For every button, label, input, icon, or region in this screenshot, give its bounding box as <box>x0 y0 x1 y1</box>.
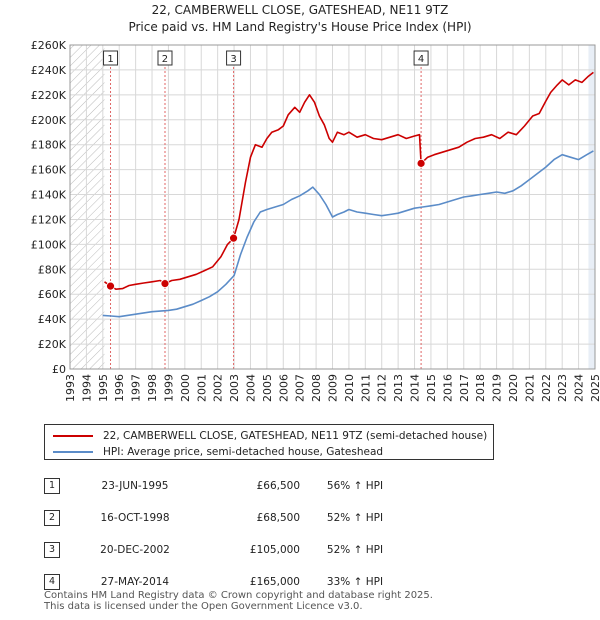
chart-legend: 22, CAMBERWELL CLOSE, GATESHEAD, NE11 9T… <box>44 424 494 460</box>
x-tick-label: 2025 <box>589 374 600 402</box>
x-tick-label: 1999 <box>162 374 175 402</box>
x-tick-label: 2010 <box>343 374 356 402</box>
plot-border <box>69 44 596 370</box>
x-tick-label: 2004 <box>244 374 257 402</box>
sale-hpi-change: 56% ↑ HPI <box>326 480 384 492</box>
x-tick-label: 2015 <box>425 374 438 402</box>
sales-table: 1 23-JUN-1995 £66,500 56% ↑ HPI 2 16-OCT… <box>44 470 410 598</box>
sale-number-badge: 2 <box>44 510 60 526</box>
sale-badge-box <box>103 50 119 66</box>
x-tick-label: 2000 <box>179 374 192 402</box>
sale-price: £165,000 <box>249 576 300 588</box>
footer-line-2: This data is licensed under the Open Gov… <box>44 601 363 612</box>
x-tick-label: 2023 <box>556 374 569 402</box>
property-price-line <box>104 71 594 291</box>
legend-entry-hpi: HPI: Average price, semi-detached house,… <box>53 445 383 459</box>
x-tick-label: 1998 <box>146 374 159 402</box>
sale-date: 20-DEC-2002 <box>100 544 170 556</box>
x-tick-label: 2008 <box>310 374 323 402</box>
sale-hpi-change: 52% ↑ HPI <box>326 512 384 524</box>
footer-attribution: Contains HM Land Registry data © Crown c… <box>44 590 433 612</box>
y-tick-label: £0 <box>52 363 66 376</box>
legend-swatch-property <box>53 435 93 437</box>
x-tick-label: 2001 <box>195 374 208 402</box>
sale-badge-box <box>413 50 429 66</box>
legend-label-property: 22, CAMBERWELL CLOSE, GATESHEAD, NE11 9T… <box>103 430 488 442</box>
sale-price: £68,500 <box>256 512 300 524</box>
sale-badge-box <box>226 50 242 66</box>
sale-badge-label: 2 <box>162 54 168 65</box>
y-tick-label: £240K <box>31 64 67 77</box>
table-row: 2 16-OCT-1998 £68,500 52% ↑ HPI <box>44 502 410 534</box>
y-tick-label: £160K <box>31 164 67 177</box>
future-shaded-region <box>588 45 595 369</box>
legend-entry-property: 22, CAMBERWELL CLOSE, GATESHEAD, NE11 9T… <box>53 429 487 443</box>
x-tick-label: 2016 <box>441 374 454 402</box>
sale-number-badge: 1 <box>44 478 60 494</box>
x-tick-label: 2017 <box>458 374 471 402</box>
y-tick-label: £220K <box>31 89 67 102</box>
y-tick-label: £180K <box>31 139 67 152</box>
sale-hpi-change: 52% ↑ HPI <box>326 544 384 556</box>
y-tick-label: £60K <box>38 288 67 301</box>
sale-point <box>416 158 426 168</box>
legend-label-hpi: HPI: Average price, semi-detached house,… <box>103 446 384 458</box>
sale-date: 23-JUN-1995 <box>101 480 169 492</box>
x-tick-label: 1997 <box>130 374 143 402</box>
chart-title-line2: Price paid vs. HM Land Registry's House … <box>128 20 471 34</box>
y-tick-label: £120K <box>31 213 67 226</box>
table-row: 4 27-MAY-2014 £165,000 33% ↑ HPI <box>44 566 410 598</box>
x-tick-label: 1995 <box>97 374 110 402</box>
x-tick-label: 2013 <box>392 374 405 402</box>
footer-line-1: Contains HM Land Registry data © Crown c… <box>44 590 433 601</box>
x-tick-label: 2022 <box>540 374 553 402</box>
hpi-line <box>102 150 594 318</box>
sale-price: £66,500 <box>256 480 300 492</box>
x-tick-label: 2021 <box>523 374 536 402</box>
sale-date: 27-MAY-2014 <box>100 576 170 588</box>
sale-hpi-change: 33% ↑ HPI <box>326 576 384 588</box>
x-tick-label: 1993 <box>64 374 77 402</box>
sale-date: 16-OCT-1998 <box>100 512 170 524</box>
sale-badge-label: 1 <box>107 54 113 65</box>
y-tick-label: £40K <box>38 313 67 326</box>
x-tick-label: 2007 <box>294 374 307 402</box>
x-tick-label: 2014 <box>409 374 422 402</box>
y-tick-label: £80K <box>38 263 67 276</box>
x-tick-label: 2018 <box>474 374 487 402</box>
table-row: 3 20-DEC-2002 £105,000 52% ↑ HPI <box>44 534 410 566</box>
sale-point <box>106 281 115 291</box>
y-tick-label: £20K <box>38 338 67 351</box>
sale-badge-box <box>157 50 173 66</box>
x-tick-label: 2002 <box>212 374 225 402</box>
y-tick-label: £100K <box>31 238 67 251</box>
x-tick-label: 1994 <box>80 374 93 402</box>
legend-swatch-hpi <box>53 451 93 453</box>
y-tick-label: £260K <box>31 39 67 52</box>
x-tick-label: 1996 <box>113 374 126 402</box>
sale-price: £105,000 <box>249 544 300 556</box>
x-tick-label: 2011 <box>359 374 372 402</box>
hatched-region <box>70 45 105 369</box>
sale-badge-label: 4 <box>418 54 424 65</box>
sale-point <box>160 279 170 289</box>
x-tick-label: 2019 <box>491 374 504 402</box>
x-tick-label: 2012 <box>376 374 389 402</box>
chart-title-line1: 22, CAMBERWELL CLOSE, GATESHEAD, NE11 9T… <box>152 3 449 17</box>
x-tick-label: 2005 <box>261 374 274 402</box>
sale-number-badge: 3 <box>44 542 60 558</box>
x-tick-label: 2003 <box>228 374 241 402</box>
sale-point <box>229 233 238 243</box>
x-tick-label: 2024 <box>573 374 586 402</box>
sale-number-badge: 4 <box>44 574 60 590</box>
y-tick-label: £200K <box>31 114 67 127</box>
x-tick-label: 2020 <box>507 374 520 402</box>
x-tick-label: 2009 <box>327 374 340 402</box>
y-tick-label: £140K <box>31 189 67 202</box>
sale-badge-label: 3 <box>230 54 236 65</box>
table-row: 1 23-JUN-1995 £66,500 56% ↑ HPI <box>44 470 410 502</box>
x-tick-label: 2006 <box>277 374 290 402</box>
